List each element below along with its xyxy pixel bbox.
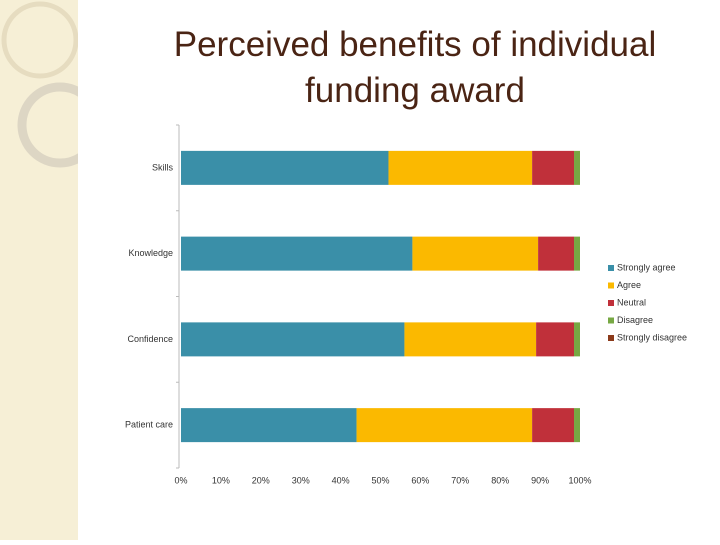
ring	[1, 1, 79, 79]
legend-swatch	[608, 335, 614, 341]
legend-label: Agree	[617, 280, 641, 290]
x-tick-label: 40%	[332, 475, 350, 485]
x-tick-label: 50%	[371, 475, 389, 485]
legend-swatch	[608, 265, 614, 271]
y-tick-label: Patient care	[125, 420, 173, 430]
bar-segment	[536, 322, 575, 357]
bar-segment	[574, 322, 580, 357]
bar-segment	[181, 150, 389, 185]
x-tick-label: 100%	[568, 475, 591, 485]
legend-swatch	[608, 317, 614, 324]
y-tick-label: Skills	[152, 162, 174, 172]
chart-title: Perceived benefits of individual funding…	[173, 25, 657, 110]
x-tick-label: 90%	[531, 475, 549, 485]
legend-label: Neutral	[617, 297, 646, 307]
bar-segment	[532, 408, 575, 443]
bar-segment	[181, 322, 405, 357]
x-tick-label: 60%	[411, 475, 429, 485]
x-tick-label: 70%	[451, 475, 469, 485]
x-tick-label: 80%	[491, 475, 509, 485]
bar-segment	[404, 322, 537, 357]
bar-segment	[181, 408, 357, 443]
x-tick-label: 10%	[212, 475, 230, 485]
legend-label: Strongly disagree	[617, 332, 687, 342]
x-tick-label: 20%	[252, 475, 270, 485]
bar-segment	[181, 236, 413, 271]
legend-label: Disagree	[617, 315, 653, 325]
bar-segment	[538, 236, 575, 271]
x-tick-label: 30%	[292, 475, 310, 485]
legend-swatch	[608, 282, 614, 289]
legend-swatch	[608, 300, 614, 306]
bar-segment	[574, 150, 580, 185]
x-tick-label: 0%	[174, 475, 187, 485]
bar-segment	[356, 408, 533, 443]
bar-segment	[574, 408, 580, 443]
bar-segment	[574, 236, 580, 271]
legend-label: Strongly agree	[617, 262, 676, 272]
y-tick-label: Confidence	[127, 334, 173, 344]
bar-segment	[388, 150, 533, 185]
bar-segment	[412, 236, 539, 271]
y-tick-label: Knowledge	[128, 248, 173, 258]
decorative-strip	[0, 0, 103, 540]
bar-segment	[532, 150, 575, 185]
